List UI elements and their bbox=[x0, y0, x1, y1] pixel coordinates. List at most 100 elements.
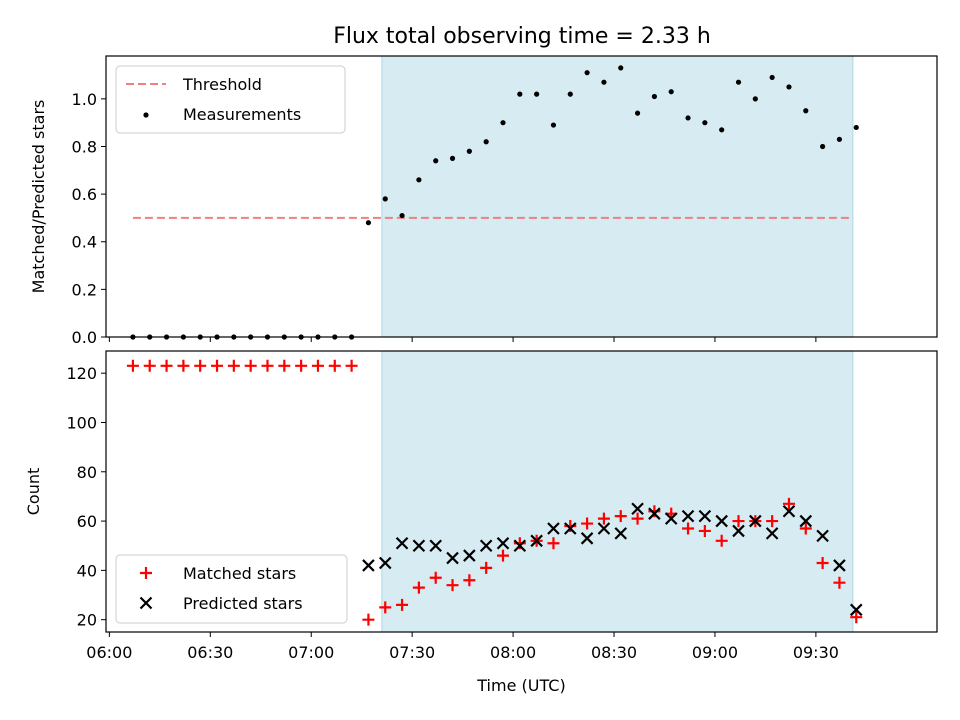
predicted-star-marker bbox=[681, 509, 695, 523]
y-tick-label: 100 bbox=[66, 413, 97, 432]
matched-star-marker bbox=[816, 556, 829, 569]
measurement-point bbox=[618, 65, 624, 71]
y-tick-label: 1.0 bbox=[72, 90, 97, 109]
x-tick-label: 07:30 bbox=[389, 643, 435, 662]
y-tick-label: 80 bbox=[77, 463, 97, 482]
y-tick-label: 120 bbox=[66, 364, 97, 383]
measurement-point bbox=[433, 158, 439, 164]
predicted-star-marker bbox=[765, 527, 779, 540]
x-tick-label: 08:30 bbox=[591, 643, 637, 662]
legend-threshold-label: Threshold bbox=[182, 75, 262, 94]
legend-predicted-label: Predicted stars bbox=[183, 594, 303, 613]
predicted-star-marker bbox=[782, 504, 796, 518]
matched-star-marker bbox=[463, 574, 476, 587]
observing-span bbox=[381, 350, 854, 633]
predicted-star-marker bbox=[580, 532, 594, 545]
measurement-point bbox=[534, 91, 540, 97]
matched-star-marker bbox=[715, 534, 728, 547]
matched-star-marker bbox=[126, 359, 139, 372]
matched-star-marker bbox=[581, 517, 594, 530]
y-tick-label: 20 bbox=[77, 611, 97, 630]
matched-star-marker bbox=[194, 359, 207, 372]
predicted-star-marker bbox=[799, 514, 813, 528]
matched-star-marker bbox=[295, 359, 308, 372]
measurement-point bbox=[449, 155, 456, 161]
y-tick-label: 0.6 bbox=[72, 185, 97, 204]
matched-star-marker bbox=[631, 512, 644, 525]
x-axis-label: Time (UTC) bbox=[476, 676, 565, 695]
measurement-point bbox=[752, 96, 758, 102]
measurement-point bbox=[416, 177, 422, 183]
matched-star-marker bbox=[766, 515, 779, 528]
predicted-star-marker bbox=[648, 507, 661, 520]
matched-star-marker bbox=[782, 497, 795, 510]
predicted-star-marker bbox=[479, 539, 493, 553]
plot-frame bbox=[105, 55, 938, 338]
ratio-panel: 0.0 0.2 0.4 0.6 0.8 1.0 Matched/Predicted star… bbox=[29, 55, 938, 347]
chart-title: Flux total observing time = 2.33 h bbox=[333, 24, 711, 49]
measurement-point bbox=[483, 139, 489, 145]
matched-star-marker bbox=[328, 359, 341, 372]
matched-star-marker bbox=[597, 512, 610, 525]
y-tick-label: 0.2 bbox=[72, 280, 97, 299]
measurement-point bbox=[853, 124, 859, 131]
measurement-point bbox=[668, 89, 674, 95]
matched-star-marker bbox=[278, 359, 291, 372]
x-tick-label: 08:00 bbox=[490, 643, 536, 662]
predicted-star-marker bbox=[547, 522, 560, 535]
matched-star-marker bbox=[362, 613, 375, 626]
x-tick-label: 09:30 bbox=[793, 643, 839, 662]
y-tick-label: 60 bbox=[77, 512, 97, 531]
predicted-star-marker bbox=[378, 556, 392, 570]
predicted-star-marker bbox=[698, 509, 712, 523]
measurement-point bbox=[550, 122, 557, 128]
observing-span bbox=[381, 55, 854, 338]
measurement-point bbox=[365, 220, 372, 226]
measurement-point bbox=[382, 196, 388, 202]
measurement-point bbox=[601, 79, 607, 85]
predicted-star-marker bbox=[395, 536, 409, 550]
predicted-star-marker bbox=[614, 527, 628, 540]
matched-star-marker bbox=[143, 359, 156, 372]
x-tick-label: 07:00 bbox=[288, 643, 334, 662]
matched-star-marker bbox=[732, 515, 745, 528]
predicted-star-marker bbox=[664, 512, 678, 525]
matched-star-marker bbox=[244, 359, 257, 372]
measurement-point bbox=[836, 136, 843, 142]
matched-star-marker bbox=[496, 549, 509, 562]
predicted-star-marker bbox=[496, 536, 510, 550]
predicted-star-marker bbox=[816, 529, 829, 543]
matched-star-marker bbox=[396, 598, 409, 611]
x-tick-label: 06:00 bbox=[86, 643, 132, 662]
measurement-point bbox=[584, 70, 590, 76]
predicted-star-marker bbox=[429, 539, 442, 553]
measurement-point bbox=[820, 143, 826, 150]
predicted-star-marker bbox=[513, 539, 527, 553]
measurement-point bbox=[567, 91, 573, 97]
matched-star-marker bbox=[211, 359, 224, 372]
matched-star-marker bbox=[227, 359, 240, 372]
measurement-point bbox=[786, 84, 792, 90]
matched-star-marker bbox=[446, 579, 459, 592]
legend-measurements-label: Measurements bbox=[183, 105, 301, 124]
matched-star-marker bbox=[850, 611, 863, 624]
plot-frame bbox=[105, 350, 938, 633]
predicted-star-marker bbox=[833, 559, 846, 572]
predicted-star-marker bbox=[715, 514, 728, 528]
matched-star-marker bbox=[412, 581, 425, 594]
matched-star-marker bbox=[480, 561, 493, 574]
matched-star-marker bbox=[429, 571, 442, 584]
measurement-point bbox=[399, 212, 405, 219]
legend-matched-label: Matched stars bbox=[183, 564, 296, 583]
y-axis-label: Matched/Predicted stars bbox=[29, 100, 48, 294]
measurement-point bbox=[719, 127, 725, 133]
matched-star-marker bbox=[614, 510, 627, 523]
measurement-point bbox=[769, 74, 775, 81]
predicted-star-marker bbox=[631, 502, 644, 516]
matched-star-marker bbox=[345, 359, 358, 372]
predicted-star-marker bbox=[463, 549, 476, 562]
legend-matched-swatch bbox=[140, 567, 152, 579]
measurement-point bbox=[685, 115, 691, 121]
legend-box bbox=[115, 65, 346, 134]
